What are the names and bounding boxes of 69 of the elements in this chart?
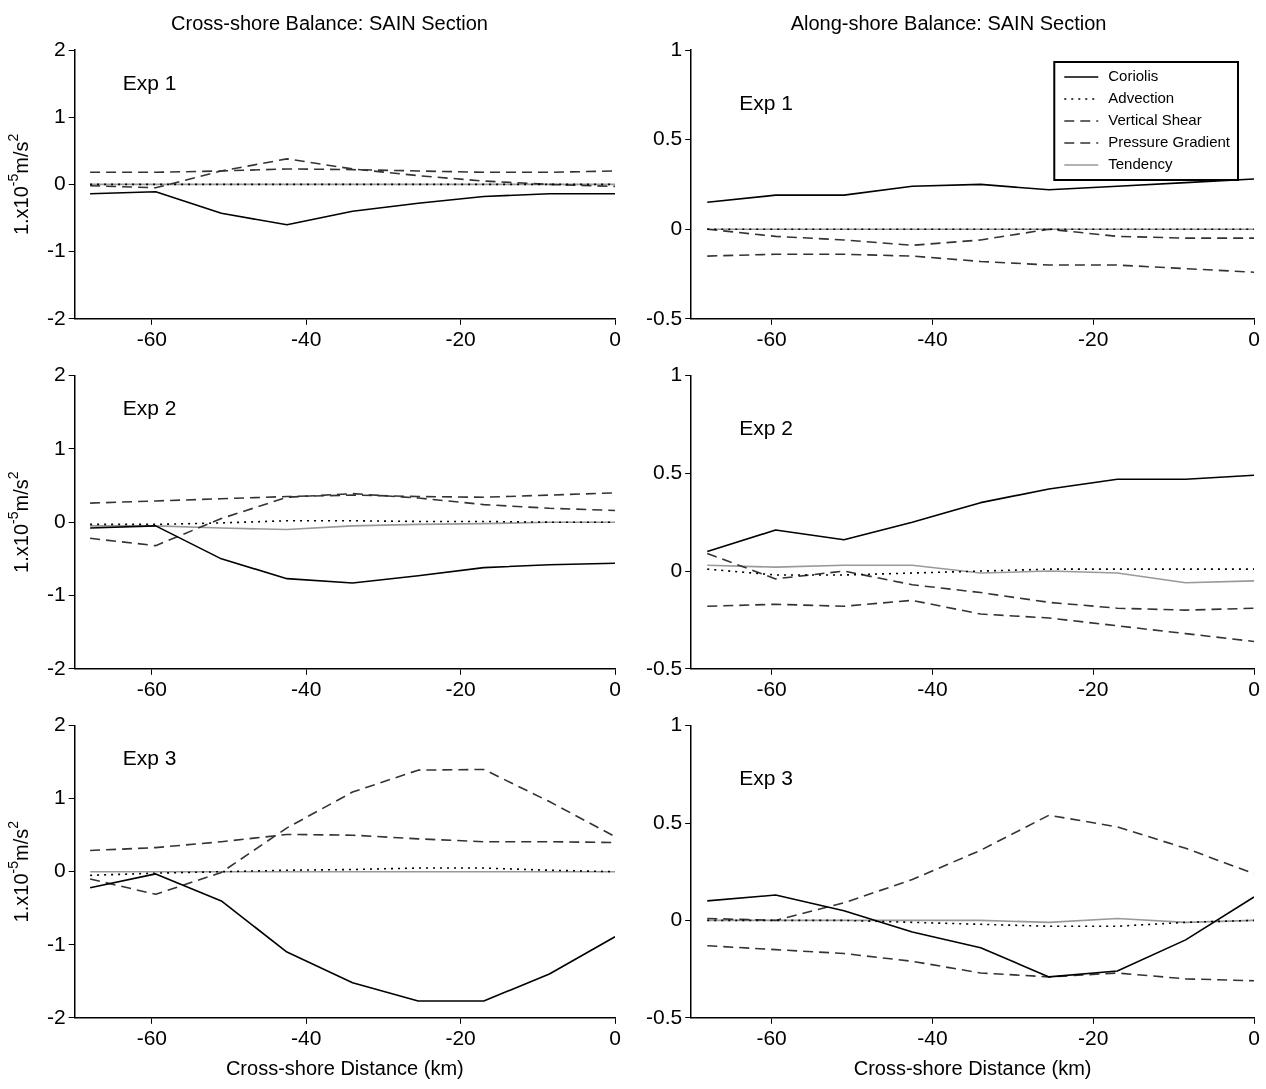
legend-label: Tendency (1108, 155, 1173, 173)
y-tick-label: 2 (53, 712, 66, 736)
x-axis-title: Cross-shore Distance (km) (853, 1056, 1092, 1079)
y-tick-label: 1 (670, 36, 683, 60)
x-tick-label: -20 (445, 1026, 476, 1050)
y-tick-label: -1 (46, 582, 66, 606)
annotation: Exp 1 (739, 90, 793, 114)
x-tick-label: -60 (756, 327, 787, 351)
chart-title: Along-shore Balance: SAIN Section (790, 11, 1107, 34)
x-tick-label: -40 (291, 677, 322, 701)
legend-label: Advection (1108, 89, 1175, 107)
y-axis-title: 1.x10-5m/s2 (4, 471, 32, 573)
x-tick-label: -20 (1078, 677, 1109, 701)
x-tick-label: 0 (609, 677, 621, 701)
y-tick-label: -1 (46, 931, 66, 955)
x-tick-label: -40 (291, 327, 322, 351)
x-tick-label: 0 (609, 1026, 621, 1050)
x-tick-label: -60 (756, 677, 787, 701)
x-tick-label: 0 (609, 327, 621, 351)
y-axis-title: 1.x10-5m/s2 (4, 133, 32, 236)
x-tick-label: -20 (445, 677, 476, 701)
y-tick-label: 0 (53, 171, 66, 195)
y-tick-label: -0.5 (646, 655, 683, 679)
y-tick-label: 1 (670, 362, 683, 386)
y-tick-label: 0 (53, 858, 66, 882)
y-tick-label: 0 (670, 216, 683, 239)
annotation: Exp 2 (739, 416, 793, 440)
x-axis-title: Cross-shore Distance (km) (225, 1056, 464, 1079)
x-tick-label: 0 (1248, 327, 1260, 351)
x-tick-label: -40 (917, 677, 948, 701)
x-tick-label: -40 (291, 1026, 322, 1050)
x-tick-label: -60 (136, 1026, 168, 1050)
y-tick-label: 0.5 (652, 126, 683, 150)
x-tick-label: -20 (1078, 327, 1109, 351)
y-tick-label: 1 (53, 785, 66, 809)
y-tick-label: -0.5 (646, 1004, 683, 1028)
x-tick-label: -60 (136, 677, 168, 701)
x-tick-label: -40 (917, 327, 948, 351)
x-tick-label: -20 (445, 327, 476, 351)
legend-label: Pressure Gradient (1108, 133, 1231, 151)
y-tick-label: 1 (53, 435, 66, 459)
x-tick-label: -40 (917, 1026, 948, 1050)
y-tick-label: 2 (53, 362, 66, 386)
x-tick-label: 0 (1248, 677, 1260, 701)
y-tick-label: -0.5 (646, 305, 683, 329)
y-tick-label: -2 (46, 655, 66, 679)
y-tick-label: -2 (46, 305, 66, 329)
x-tick-label: -60 (756, 1026, 787, 1050)
chart-title: Cross-shore Balance: SAIN Section (171, 11, 488, 34)
y-axis-title: 1.x10-5m/s2 (4, 820, 32, 923)
x-tick-label: -60 (136, 327, 168, 351)
annotation: Exp 2 (122, 396, 177, 420)
annotation: Exp 1 (122, 70, 177, 94)
annotation: Exp 3 (122, 746, 177, 770)
y-tick-label: 0 (670, 557, 683, 581)
x-tick-label: -20 (1078, 1026, 1109, 1050)
legend-label: Coriolis (1108, 67, 1159, 85)
y-tick-label: -1 (46, 238, 66, 262)
annotation: Exp 3 (739, 766, 793, 790)
y-tick-label: 0.5 (652, 460, 683, 484)
y-tick-label: -2 (46, 1004, 66, 1028)
y-tick-label: 2 (53, 36, 66, 60)
legend-label: Vertical Shear (1108, 111, 1202, 129)
y-tick-label: 1 (53, 104, 66, 127)
y-tick-label: 0 (53, 509, 66, 532)
y-tick-label: 0.5 (652, 809, 683, 833)
x-tick-label: 0 (1248, 1026, 1260, 1050)
y-tick-label: 0 (670, 907, 683, 931)
y-tick-label: 1 (670, 712, 683, 736)
